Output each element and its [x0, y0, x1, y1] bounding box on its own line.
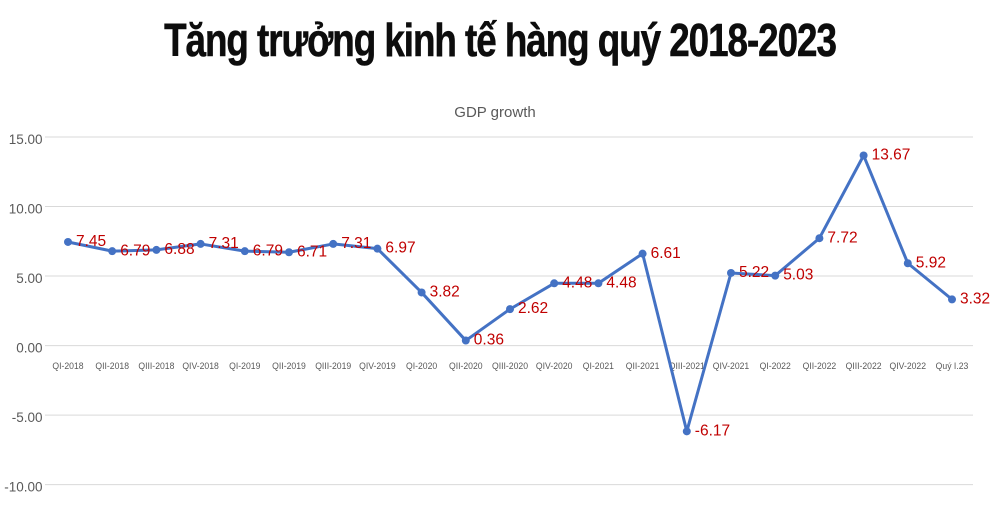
svg-text:7.31: 7.31 [209, 235, 239, 252]
svg-text:5.03: 5.03 [783, 267, 813, 284]
svg-text:-5.00: -5.00 [12, 410, 43, 425]
svg-text:QI-2022: QI-2022 [760, 361, 791, 371]
svg-text:6.79: 6.79 [253, 242, 283, 259]
svg-text:QIII-2018: QIII-2018 [138, 361, 174, 371]
svg-text:QI-2018: QI-2018 [52, 361, 83, 371]
svg-text:7.72: 7.72 [827, 229, 857, 246]
svg-text:QI-2020: QI-2020 [406, 361, 437, 371]
svg-text:15.00: 15.00 [9, 132, 43, 147]
svg-text:QII-2018: QII-2018 [95, 361, 129, 371]
svg-text:5.00: 5.00 [16, 271, 42, 286]
svg-text:6.79: 6.79 [120, 242, 150, 259]
svg-text:13.67: 13.67 [872, 147, 911, 164]
svg-text:10.00: 10.00 [9, 201, 43, 216]
svg-text:QII-2019: QII-2019 [272, 361, 306, 371]
svg-text:QIII-2022: QIII-2022 [846, 361, 882, 371]
svg-text:QIII-2020: QIII-2020 [492, 361, 528, 371]
svg-text:0.36: 0.36 [474, 332, 504, 349]
svg-text:6.71: 6.71 [297, 243, 327, 260]
svg-text:QII-2020: QII-2020 [449, 361, 483, 371]
svg-text:7.45: 7.45 [76, 233, 106, 250]
svg-text:6.88: 6.88 [164, 241, 194, 258]
svg-text:-6.17: -6.17 [695, 422, 730, 439]
svg-text:QI-2021: QI-2021 [583, 361, 614, 371]
svg-text:QIII-2021: QIII-2021 [669, 361, 705, 371]
svg-text:QIV-2020: QIV-2020 [536, 361, 573, 371]
svg-text:7.31: 7.31 [341, 235, 371, 252]
svg-text:-10.00: -10.00 [4, 479, 42, 494]
svg-text:QIV-2021: QIV-2021 [713, 361, 750, 371]
svg-text:5.22: 5.22 [739, 264, 769, 281]
svg-text:QIV-2018: QIV-2018 [182, 361, 219, 371]
svg-text:3.82: 3.82 [430, 283, 460, 300]
svg-text:QII-2021: QII-2021 [626, 361, 660, 371]
svg-text:6.97: 6.97 [385, 240, 415, 257]
svg-text:4.48: 4.48 [606, 274, 636, 291]
svg-text:6.61: 6.61 [651, 245, 681, 262]
svg-text:QIII-2019: QIII-2019 [315, 361, 351, 371]
svg-text:QII-2022: QII-2022 [803, 361, 837, 371]
svg-text:0.00: 0.00 [16, 340, 42, 355]
svg-text:Quý I.23: Quý I.23 [936, 361, 969, 371]
svg-text:QI-2019: QI-2019 [229, 361, 260, 371]
svg-text:2.62: 2.62 [518, 300, 548, 317]
svg-text:3.32: 3.32 [960, 290, 990, 307]
svg-text:QIV-2022: QIV-2022 [890, 361, 927, 371]
svg-text:QIV-2019: QIV-2019 [359, 361, 396, 371]
svg-text:5.92: 5.92 [916, 254, 946, 271]
svg-text:4.48: 4.48 [562, 274, 592, 291]
